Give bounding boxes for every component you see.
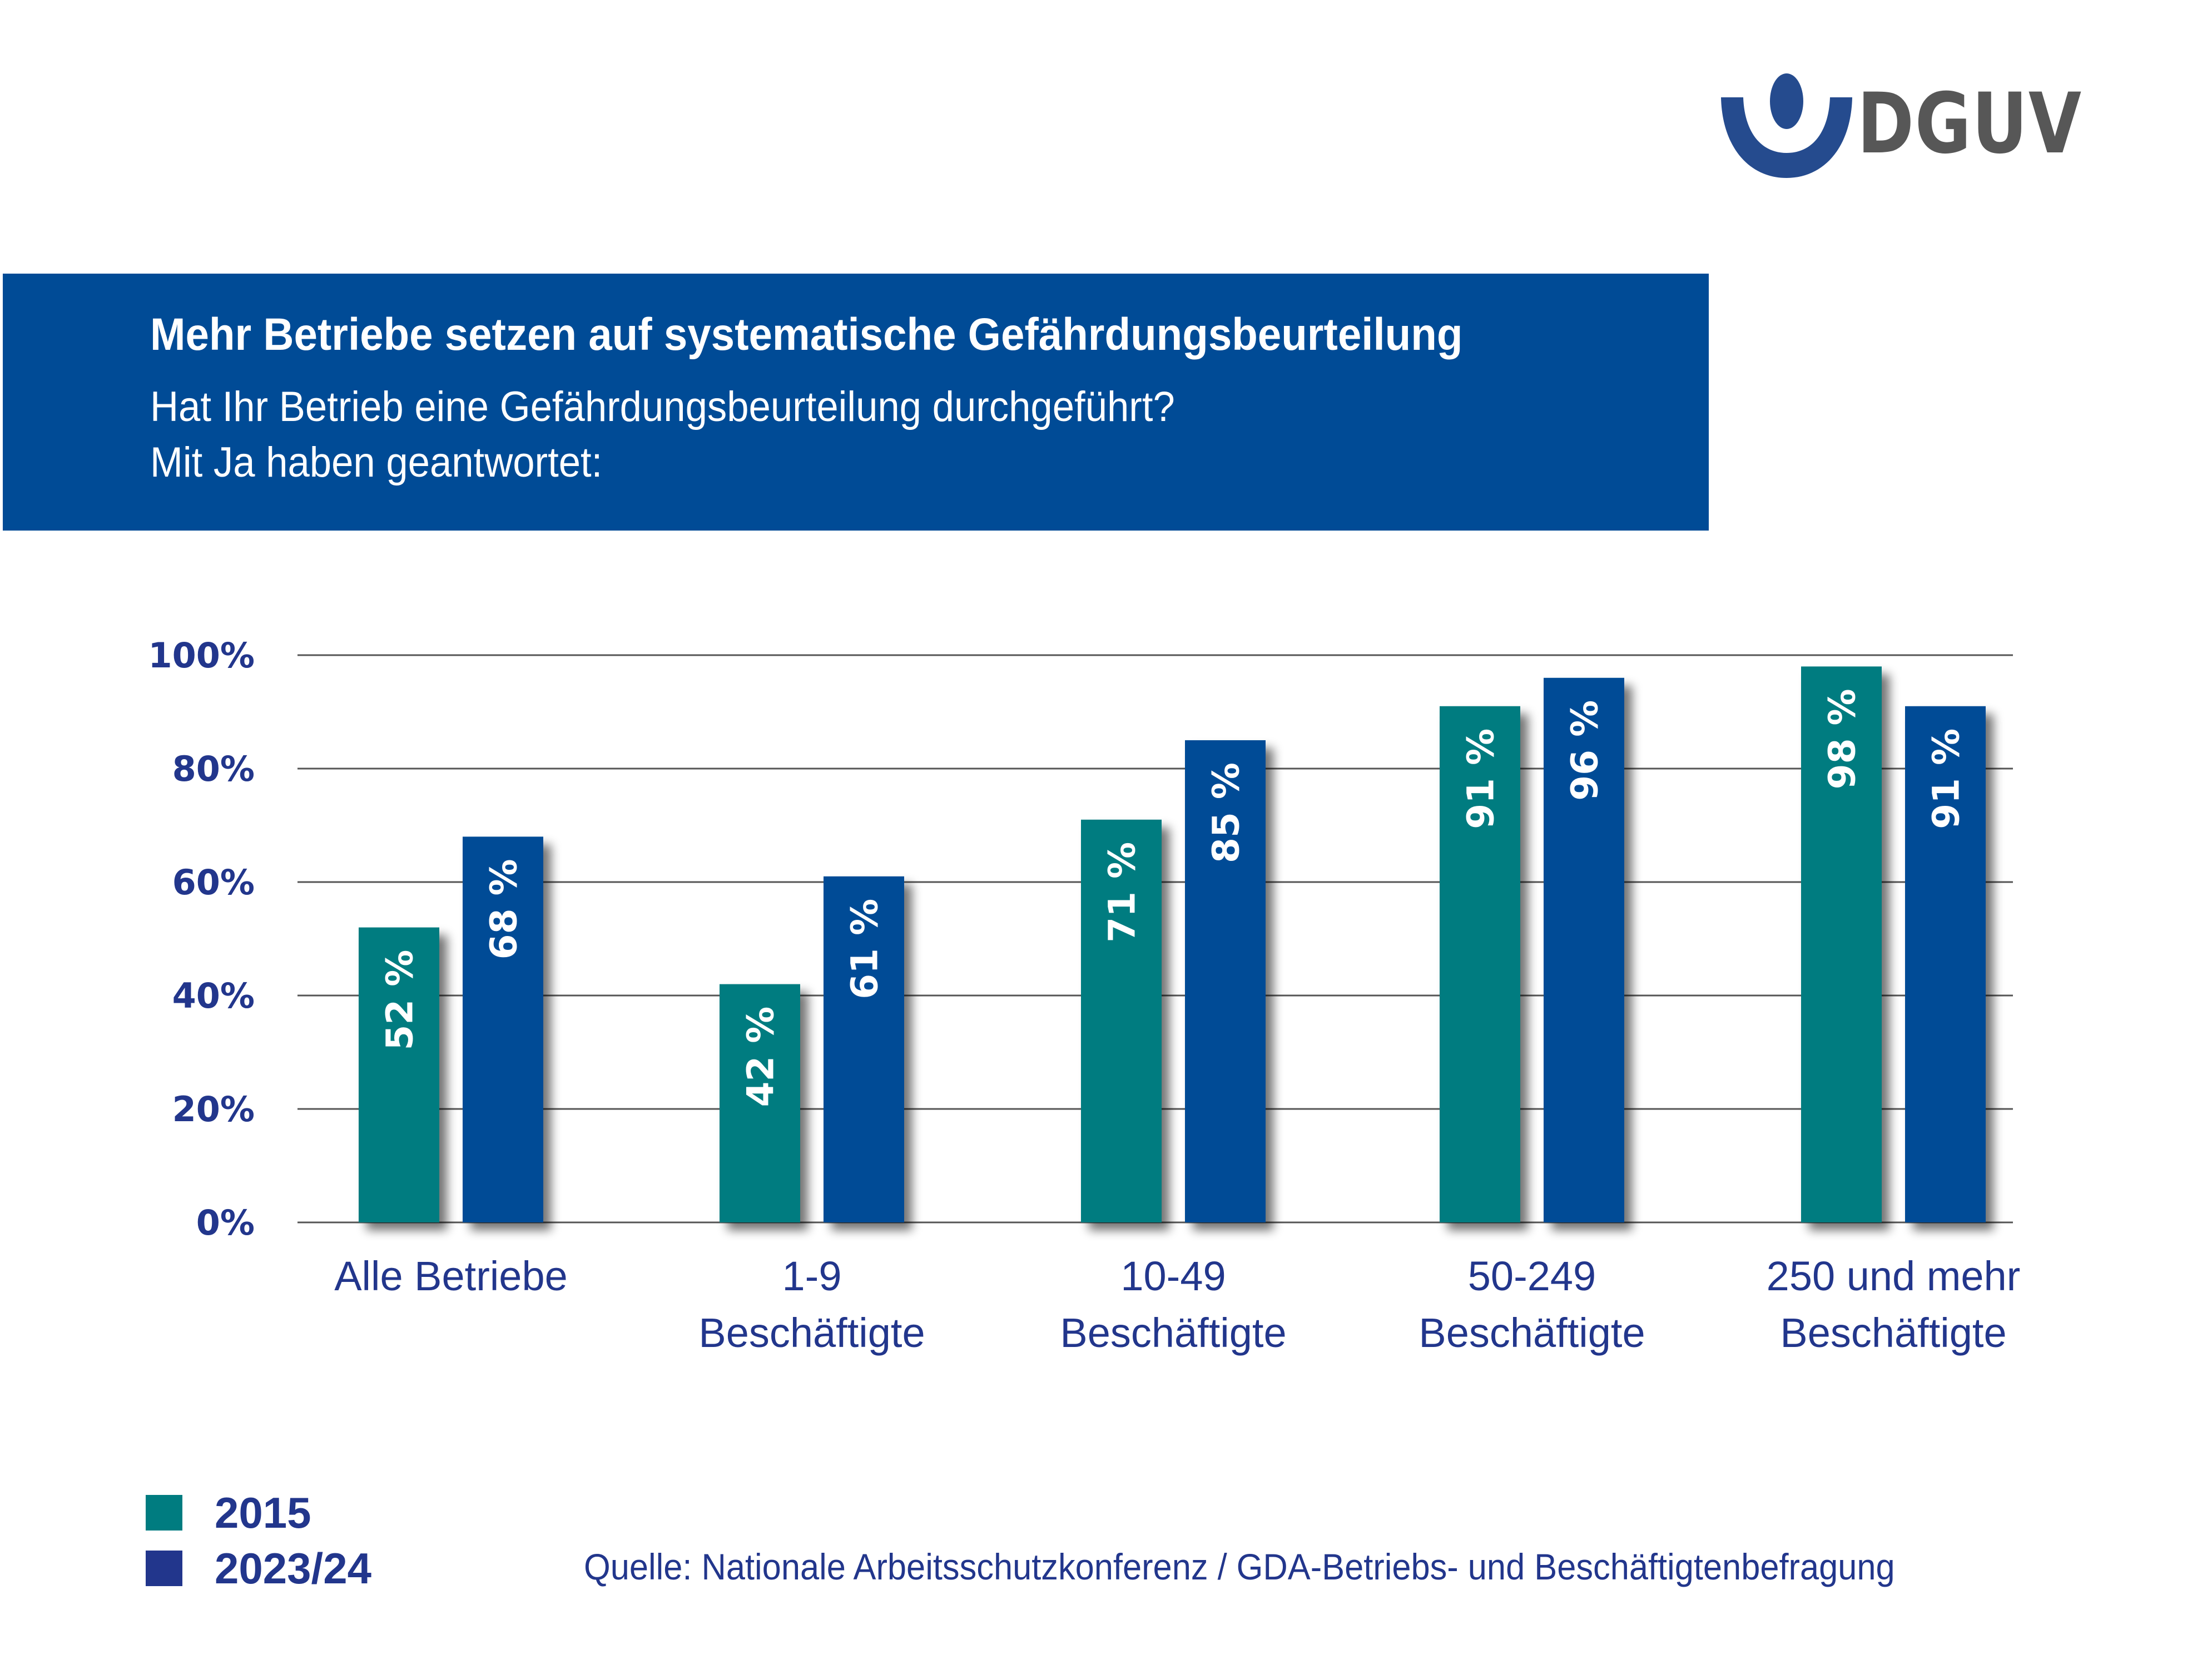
y-tick-label: 20% bbox=[172, 1089, 255, 1130]
chart-answer-note: Mit Ja haben geantwortet: bbox=[150, 439, 603, 486]
bar-value-label: 61 % bbox=[844, 899, 886, 999]
dguv-logo: DGUV bbox=[1721, 72, 2110, 178]
x-category-label: Beschäftigte bbox=[698, 1310, 925, 1356]
bar-value-label: 85 % bbox=[1205, 762, 1248, 863]
legend-label-2015: 2015 bbox=[215, 1488, 311, 1537]
x-category-label: 10-49 bbox=[1120, 1253, 1226, 1299]
legend-label-2023-24: 2023/24 bbox=[215, 1544, 371, 1593]
source-note: Quelle: Nationale Arbeitsschutzkonferenz… bbox=[584, 1546, 1895, 1587]
y-tick-label: 80% bbox=[172, 749, 255, 789]
bar-2015-2 bbox=[1081, 819, 1162, 1222]
chart-title: Mehr Betriebe setzen auf systematische G… bbox=[150, 309, 1463, 360]
x-axis-labels: Alle Betriebe 1-9 Beschäftigte 10-49 Beschäf… bbox=[334, 1253, 2020, 1356]
bar-2023-24-4 bbox=[1905, 706, 1986, 1222]
bar-2023-24-2 bbox=[1185, 740, 1266, 1222]
bar-value-label: 52 % bbox=[379, 950, 421, 1051]
x-category-label: Alle Betriebe bbox=[334, 1253, 568, 1299]
bar-value-label: 68 % bbox=[483, 859, 525, 959]
bar-value-label: 96 % bbox=[1564, 700, 1606, 801]
y-axis-ticks: 0% 20% 40% 60% 80% 100% bbox=[148, 635, 255, 1243]
gridlines bbox=[297, 654, 2013, 1224]
x-category-label: Beschäftigte bbox=[1780, 1310, 2006, 1356]
logo-text: DGUV bbox=[1857, 76, 2082, 172]
bar-2023-24-1 bbox=[824, 876, 904, 1222]
bar-value-label: 71 % bbox=[1101, 842, 1144, 943]
bar-2015-3 bbox=[1440, 706, 1520, 1222]
legend-swatch-2023-24 bbox=[146, 1551, 182, 1586]
y-tick-label: 40% bbox=[172, 975, 255, 1016]
bar-value-label: 91 % bbox=[1460, 729, 1502, 829]
bar-value-label: 91 % bbox=[1925, 729, 1968, 829]
bar-value-label: 42 % bbox=[740, 1007, 782, 1107]
bar-2015-4 bbox=[1801, 666, 1882, 1222]
x-category-label: Beschäftigte bbox=[1419, 1310, 1645, 1356]
y-tick-label: 100% bbox=[148, 635, 255, 676]
x-category-label: 250 und mehr bbox=[1767, 1253, 2021, 1299]
x-category-label: Beschäftigte bbox=[1060, 1310, 1286, 1356]
bar-2015-0 bbox=[359, 927, 439, 1222]
header-banner: Mehr Betriebe setzen auf systematische G… bbox=[3, 274, 1709, 531]
bar-value-label: 98 % bbox=[1821, 689, 1864, 789]
y-tick-label: 60% bbox=[172, 862, 255, 903]
bar-2015-1 bbox=[720, 984, 800, 1222]
bar-2023-24-3 bbox=[1544, 677, 1624, 1222]
chart-question: Hat Ihr Betrieb eine Gefährdungsbeurteil… bbox=[150, 383, 1175, 430]
bar-2023-24-0 bbox=[463, 836, 543, 1222]
legend-swatch-2015 bbox=[146, 1495, 182, 1531]
dguv-person-icon bbox=[1721, 73, 1852, 178]
x-category-label: 50-249 bbox=[1468, 1253, 1596, 1299]
x-category-label: 1-9 bbox=[782, 1253, 842, 1299]
bars: 52 % 68 % 42 % 61 % 71 % 85 % 91 % 96 % 98 % 91 % bbox=[359, 666, 1986, 1222]
y-tick-label: 0% bbox=[196, 1202, 255, 1243]
